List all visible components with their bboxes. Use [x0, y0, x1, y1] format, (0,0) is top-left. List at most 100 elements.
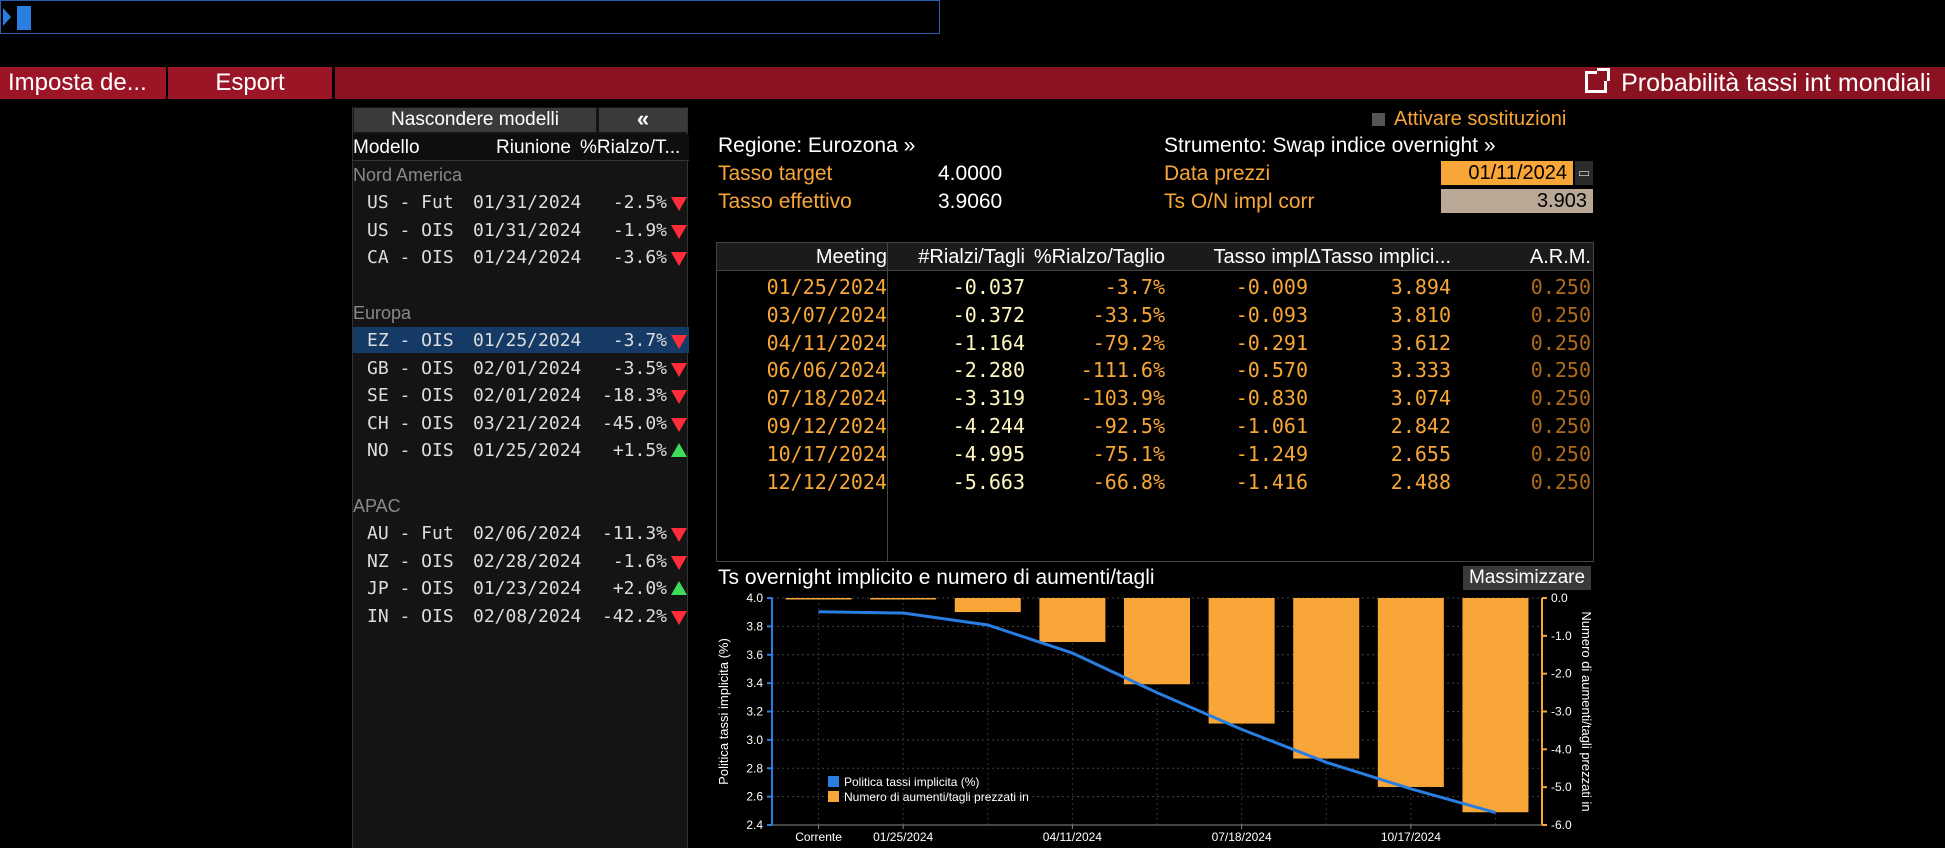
column-header-arm[interactable]: A.R.M. — [1529, 246, 1591, 268]
model-pct: +1.5% — [612, 440, 667, 461]
collapse-panel-button[interactable]: « — [599, 108, 687, 132]
pct-hike-cut: -33.5% — [1092, 302, 1165, 327]
pct-hike-cut: -103.9% — [1080, 386, 1165, 411]
model-meeting-date: 01/31/2024 — [473, 220, 582, 241]
meeting-row[interactable]: 06/06/2024 -2.280 -111.6% -0.570 3.333 0.250 — [717, 356, 1593, 384]
implied-rate-change: -0.009 — [1235, 275, 1308, 299]
hide-models-button[interactable]: Nascondere modelli — [354, 108, 596, 132]
chart-title: Ts overnight implicito e numero di aumen… — [718, 566, 1155, 589]
arm-value: 0.250 — [1530, 275, 1591, 299]
toolbar-divider — [166, 67, 168, 99]
y2-tick-label: -1.0 — [1551, 629, 1572, 643]
y-axis-label: Politica tassi implicita (%) — [716, 638, 731, 785]
model-pct: -3.5% — [612, 358, 667, 379]
model-pct: -11.3% — [601, 523, 667, 544]
region-selector[interactable]: Regione: Eurozona » — [718, 134, 916, 157]
ts-implied-label: Ts O/N impl corr — [1164, 190, 1315, 213]
y2-tick-label: -2.0 — [1551, 667, 1572, 681]
maximize-chart-button[interactable]: Massimizzare — [1463, 566, 1591, 590]
bar-hikes-cuts — [1293, 598, 1360, 759]
model-meeting-date: 01/31/2024 — [473, 192, 582, 213]
external-link-icon[interactable] — [1585, 68, 1611, 93]
column-header-delta-implied[interactable]: ΔTasso implici... — [1307, 246, 1451, 268]
model-row[interactable]: IN - OIS 02/08/2024 -42.2% — [353, 603, 689, 629]
meeting-date: 01/25/2024 — [766, 275, 887, 299]
hikes-cuts-count: -1.164 — [952, 330, 1025, 355]
meeting-date: 12/12/2024 — [766, 469, 887, 494]
override-label[interactable]: Attivare sostituzioni — [1394, 108, 1567, 130]
model-row[interactable]: GB - OIS 02/01/2024 -3.5% — [353, 355, 689, 381]
group-label: APAC — [353, 496, 401, 516]
price-date-input[interactable]: 01/11/2024 — [1441, 161, 1573, 185]
model-name: NO - OIS — [367, 440, 454, 461]
model-row-selected[interactable]: EZ - OIS 01/25/2024 -3.7% — [353, 327, 689, 353]
arrow-up-icon — [671, 581, 687, 595]
legend-label-line: Politica tassi implicita (%) — [844, 775, 979, 789]
implied-rate: 3.810 — [1390, 302, 1451, 327]
model-pct: -45.0% — [601, 413, 667, 434]
meeting-row[interactable]: 10/17/2024 -4.995 -75.1% -1.249 2.655 0.250 — [717, 440, 1593, 468]
pct-hike-cut: -92.5% — [1092, 414, 1165, 438]
meeting-row[interactable]: 07/18/2024 -3.319 -103.9% -0.830 3.074 0.250 — [717, 384, 1593, 412]
meeting-row[interactable]: 12/12/2024 -5.663 -66.8% -1.416 2.488 0.250 — [717, 468, 1593, 496]
effective-rate-label: Tasso effettivo — [718, 190, 852, 213]
model-row[interactable]: SE - OIS 02/01/2024 -18.3% — [353, 382, 689, 408]
column-header-implied-rate[interactable]: Tasso impl — [1213, 246, 1308, 268]
column-header-meeting[interactable]: Riunione — [496, 137, 571, 158]
column-header-pct-hike-cut[interactable]: %Rialzo/Taglio — [1033, 246, 1165, 268]
bar-hikes-cuts — [1124, 598, 1190, 685]
meetings-table-header: Meeting #Rialzi/Tagli %Rialzo/Taglio Tas… — [717, 243, 1593, 271]
model-row[interactable]: CH - OIS 03/21/2024 -45.0% — [353, 410, 689, 436]
column-header-model[interactable]: Modello — [353, 137, 420, 158]
arm-value: 0.250 — [1530, 358, 1591, 383]
model-row[interactable]: NZ - OIS 02/28/2024 -1.6% — [353, 548, 689, 574]
instrument-selector[interactable]: Strumento: Swap indice overnight » — [1164, 134, 1496, 157]
meeting-row[interactable]: 01/25/2024 -0.037 -3.7% -0.009 3.894 0.250 — [717, 273, 1593, 301]
model-name: AU - Fut — [367, 523, 454, 544]
meeting-row[interactable]: 03/07/2024 -0.372 -33.5% -0.093 3.810 0.250 — [717, 301, 1593, 329]
meeting-date: 03/07/2024 — [766, 302, 887, 327]
command-line-input[interactable] — [0, 0, 940, 34]
meeting-row[interactable]: 09/12/2024 -4.244 -92.5% -1.061 2.842 0.250 — [717, 412, 1593, 440]
meeting-row[interactable]: 04/11/2024 -1.164 -79.2% -0.291 3.612 0.250 — [717, 329, 1593, 357]
bar-hikes-cuts — [1208, 598, 1275, 724]
override-checkbox[interactable] — [1372, 113, 1385, 126]
command-arrow-icon — [3, 8, 11, 26]
y2-tick-label: -4.0 — [1551, 742, 1572, 756]
implied-rate-change: -0.291 — [1235, 330, 1308, 355]
hikes-cuts-count: -5.663 — [952, 469, 1025, 494]
arrow-down-icon — [671, 611, 687, 625]
export-menu-button[interactable]: Esport — [168, 67, 332, 99]
model-row[interactable]: US - OIS 01/31/2024 -1.9% — [353, 217, 689, 243]
x-tick-label: 07/18/2024 — [1212, 830, 1272, 844]
column-header-meeting[interactable]: Meeting — [815, 246, 887, 268]
model-meeting-date: 02/01/2024 — [473, 385, 582, 406]
implied-rate-change: -0.830 — [1235, 386, 1308, 411]
legend-swatch-line — [828, 776, 839, 787]
function-title[interactable]: Probabilità tassi int mondiali — [1585, 67, 1931, 99]
model-row[interactable]: CA - OIS 01/24/2024 -3.6% — [353, 244, 689, 270]
model-row[interactable]: AU - Fut 02/06/2024 -11.3% — [353, 520, 689, 546]
rate-chart[interactable]: 2.4 2.6 2.8 3.0 3.2 3.4 3.6 3.8 4.0 -6.0 -5.0 -4.0 -… — [710, 590, 1600, 848]
legend-label-bar: Numero di aumenti/tagli prezzati in — [844, 790, 1029, 804]
arrow-down-icon — [671, 335, 687, 349]
x-tick-label: Corrente — [795, 830, 842, 844]
column-header-pct[interactable]: %Rialzo/T... — [580, 137, 681, 158]
column-header-hikes-cuts[interactable]: #Rialzi/Tagli — [918, 246, 1025, 268]
price-date-label: Data prezzi — [1164, 162, 1271, 185]
calendar-icon[interactable]: ▭ — [1575, 161, 1593, 185]
model-pct: -1.9% — [612, 220, 667, 241]
y-tick-label: 2.6 — [746, 790, 763, 804]
pct-hike-cut: -79.2% — [1092, 330, 1165, 355]
model-pct: -42.2% — [601, 606, 667, 627]
settings-menu-button[interactable]: Imposta de... — [0, 67, 166, 99]
model-name: CH - OIS — [367, 413, 454, 434]
bar-hikes-cuts — [1377, 598, 1444, 787]
model-row[interactable]: JP - OIS 01/23/2024 +2.0% — [353, 575, 689, 601]
y-tick-label: 4.0 — [746, 591, 763, 605]
model-row[interactable]: US - Fut 01/31/2024 -2.5% — [353, 189, 689, 215]
hikes-cuts-count: -0.037 — [952, 275, 1025, 299]
model-row[interactable]: NO - OIS 01/25/2024 +1.5% — [353, 437, 689, 463]
hikes-cuts-count: -4.244 — [952, 414, 1025, 438]
model-pct: +2.0% — [612, 578, 667, 599]
